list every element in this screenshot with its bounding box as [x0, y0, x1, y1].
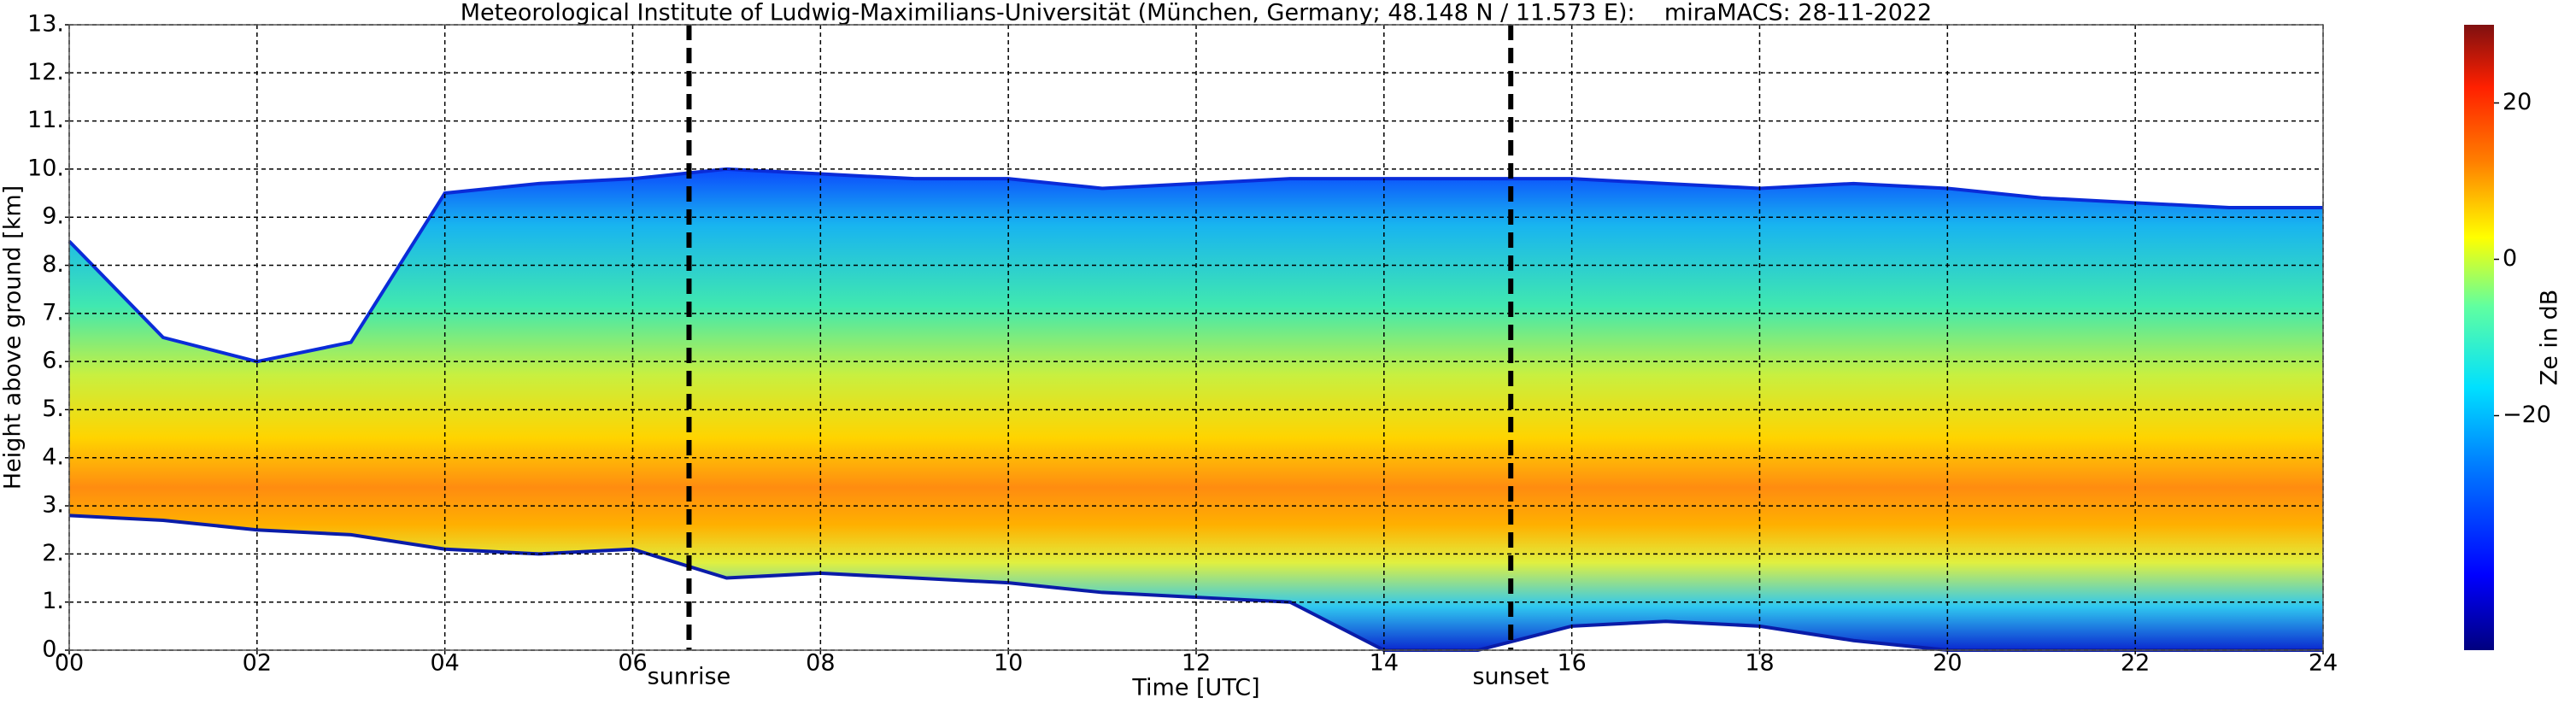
x-axis-label: Time [UTC] [1131, 675, 1259, 701]
y-tick-label: 2. [42, 540, 64, 566]
y-tick-label: 5. [42, 396, 64, 422]
y-tick-label: 7. [42, 299, 64, 326]
colorbar [2464, 25, 2494, 650]
y-tick-label: 13. [27, 11, 64, 38]
annotation-label: sunset [1472, 664, 1549, 690]
y-tick-label: 4. [42, 443, 64, 470]
y-tick-label: 3. [42, 492, 64, 519]
colorbar-tick-label: 20 [2503, 89, 2532, 115]
annotation-label: sunrise [648, 664, 731, 690]
colorbar-label: Ze in dB [2537, 290, 2563, 386]
y-tick-label: 1. [42, 588, 64, 614]
y-axis-label: Height above ground [km] [0, 185, 26, 490]
y-tick-label: 12. [27, 59, 64, 85]
y-tick-label: 9. [42, 203, 64, 230]
y-tick-label: 8. [42, 251, 64, 278]
colorbar-tick-label: 0 [2503, 245, 2517, 272]
colorbar-tick-label: −20 [2503, 402, 2551, 428]
chart-title: Meteorological Institute of Ludwig-Maxim… [461, 0, 1933, 26]
y-tick-label: 0. [42, 637, 64, 663]
y-tick-label: 11. [27, 107, 64, 133]
y-tick-label: 6. [42, 348, 64, 374]
y-tick-label: 10. [27, 155, 64, 181]
plot-frame [68, 24, 2324, 651]
